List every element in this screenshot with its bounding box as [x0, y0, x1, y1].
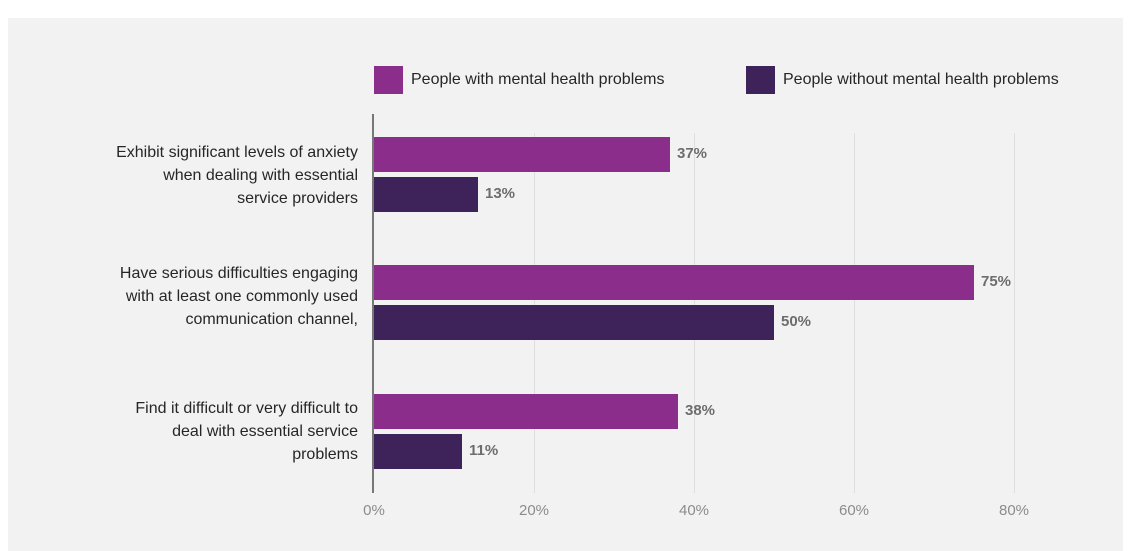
legend-label-without: People without mental health problems [783, 71, 1059, 88]
gridline-60 [854, 133, 855, 493]
data-label: 38% [685, 402, 716, 419]
x-tick-label: 40% [678, 502, 710, 519]
bar-without-1 [374, 305, 774, 340]
legend-label-with: People with mental health problems [411, 71, 665, 88]
bar-with-1 [374, 265, 974, 300]
bar-without-2 [374, 434, 462, 469]
legend-swatch-with [374, 66, 403, 94]
legend-item-without-mental-health-problems: People without mental health problems [746, 65, 1059, 95]
legend-item-with-mental-health-problems: People with mental health problems [374, 65, 664, 95]
bar-with-2 [374, 394, 678, 429]
category-label-service-problems: Find it difficult or very difficult to d… [135, 400, 358, 463]
data-label: 50% [781, 313, 812, 330]
gridline-80 [1014, 133, 1015, 493]
x-tick-label: 60% [838, 502, 870, 519]
data-label: 11% [469, 442, 499, 459]
chart-panel: People with mental health problems Peopl… [8, 18, 1123, 551]
legend-swatch-without [746, 66, 775, 94]
y-axis-line [372, 114, 374, 493]
x-tick-label: 80% [998, 502, 1030, 519]
data-label: 75% [981, 273, 1012, 290]
bar-with-0 [374, 137, 670, 172]
bar-without-0 [374, 177, 478, 212]
category-label-anxiety: Exhibit significant levels of anxiety wh… [116, 144, 358, 207]
data-label: 13% [485, 185, 516, 202]
x-tick-label: 20% [518, 502, 550, 519]
category-label-communication: Have serious difficulties engaging with … [119, 265, 358, 328]
x-tick-label: 0% [363, 502, 385, 519]
data-label: 37% [677, 145, 708, 162]
